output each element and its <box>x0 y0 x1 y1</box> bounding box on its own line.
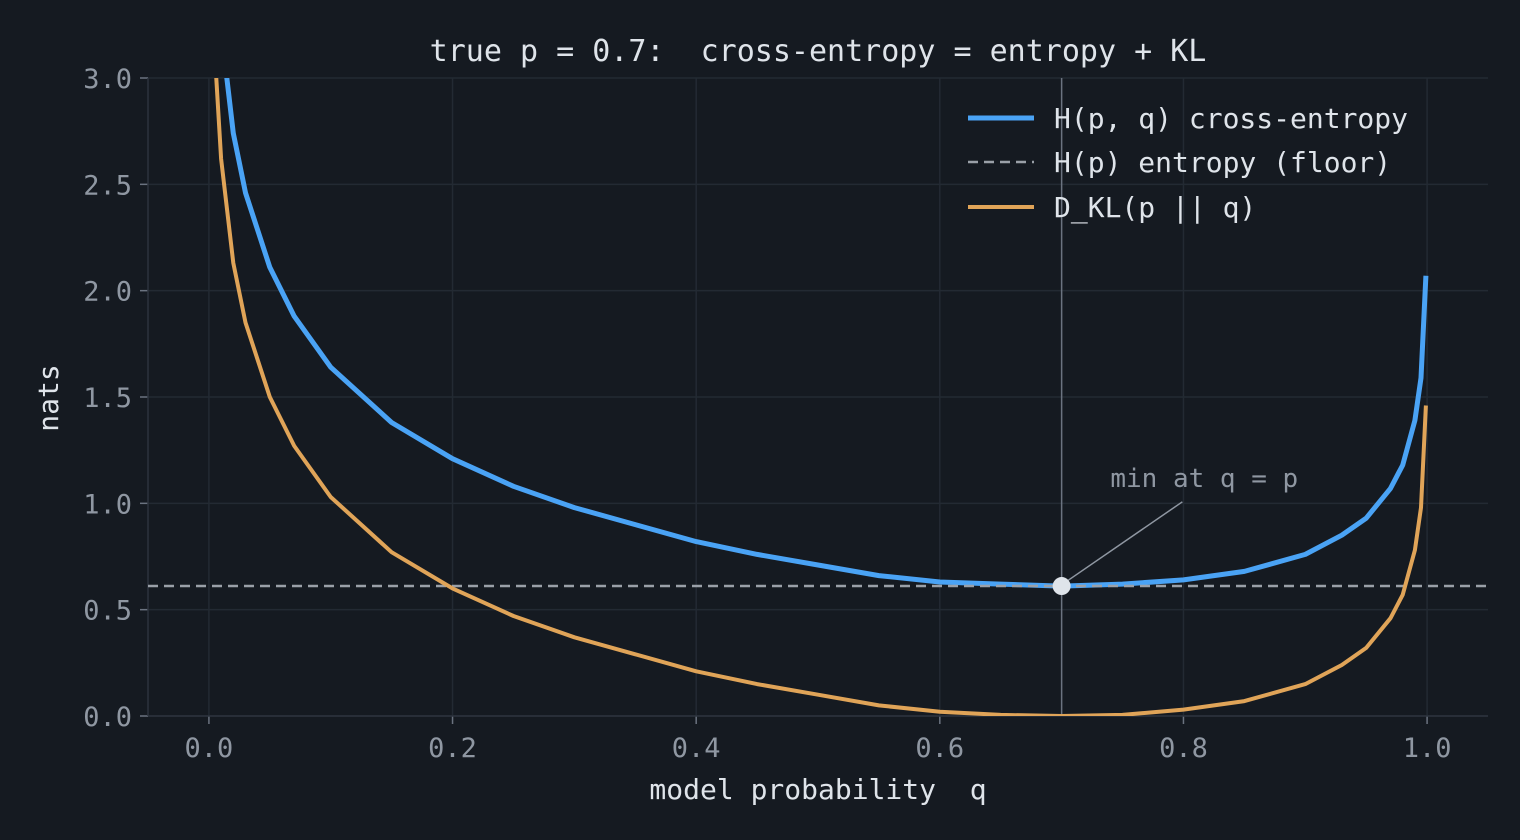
y-tick-label: 0.5 <box>83 596 132 627</box>
axes: 0.0 0.2 0.4 0.6 0.8 1.0 0.0 0.5 1.0 1.5 2.0 2.5 3.0 <box>83 64 1488 764</box>
legend-label: D_KL(p || q) <box>1054 191 1256 225</box>
legend-label: H(p, q) cross-entropy <box>1054 102 1408 135</box>
y-tick-label: 2.5 <box>83 170 132 201</box>
x-axis-label: model probability q <box>649 773 986 806</box>
x-tick-label: 0.4 <box>672 733 721 764</box>
y-tick-label: 1.0 <box>83 489 132 520</box>
y-tick-label: 2.0 <box>83 277 132 308</box>
y-axis-label: nats <box>32 364 65 431</box>
kl-divergence-line <box>214 78 1428 716</box>
y-tick-label: 0.0 <box>83 702 132 733</box>
chart-title: true p = 0.7: cross-entropy = entropy + … <box>430 34 1207 69</box>
series-layer <box>148 78 1488 716</box>
x-tick-label: 1.0 <box>1403 733 1452 764</box>
x-tick-label: 0.6 <box>915 733 964 764</box>
legend: H(p, q) cross-entropy H(p) entropy (floor… <box>968 102 1408 225</box>
y-tick-label: 1.5 <box>83 383 132 414</box>
annotation-text: min at q = p <box>1110 464 1298 494</box>
y-tick-label: 3.0 <box>83 64 132 95</box>
legend-label: H(p) entropy (floor) <box>1054 146 1391 179</box>
minimum-marker <box>1052 577 1071 596</box>
annotation-layer: min at q = p <box>1052 464 1298 596</box>
annotation-arrow <box>1065 501 1183 583</box>
x-tick-label: 0.8 <box>1159 733 1208 764</box>
cross-entropy-line <box>224 78 1429 589</box>
x-tick-label: 0.0 <box>185 733 234 764</box>
x-tick-label: 0.2 <box>428 733 477 764</box>
